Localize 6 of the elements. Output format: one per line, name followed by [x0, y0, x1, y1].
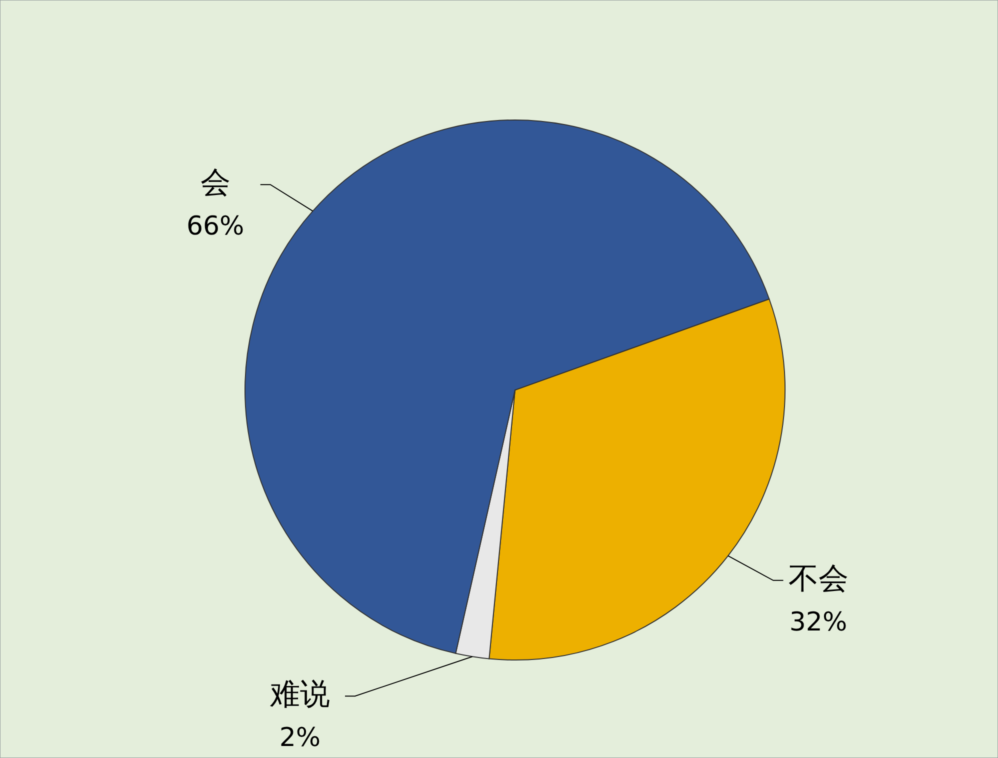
slice-label: 会	[200, 166, 230, 201]
slice-label: 难说	[269, 677, 330, 712]
data-label: 66%	[186, 212, 244, 242]
data-label: 2%	[279, 723, 321, 754]
data-label: 32%	[789, 607, 848, 638]
slice-label: 不会	[788, 561, 848, 596]
